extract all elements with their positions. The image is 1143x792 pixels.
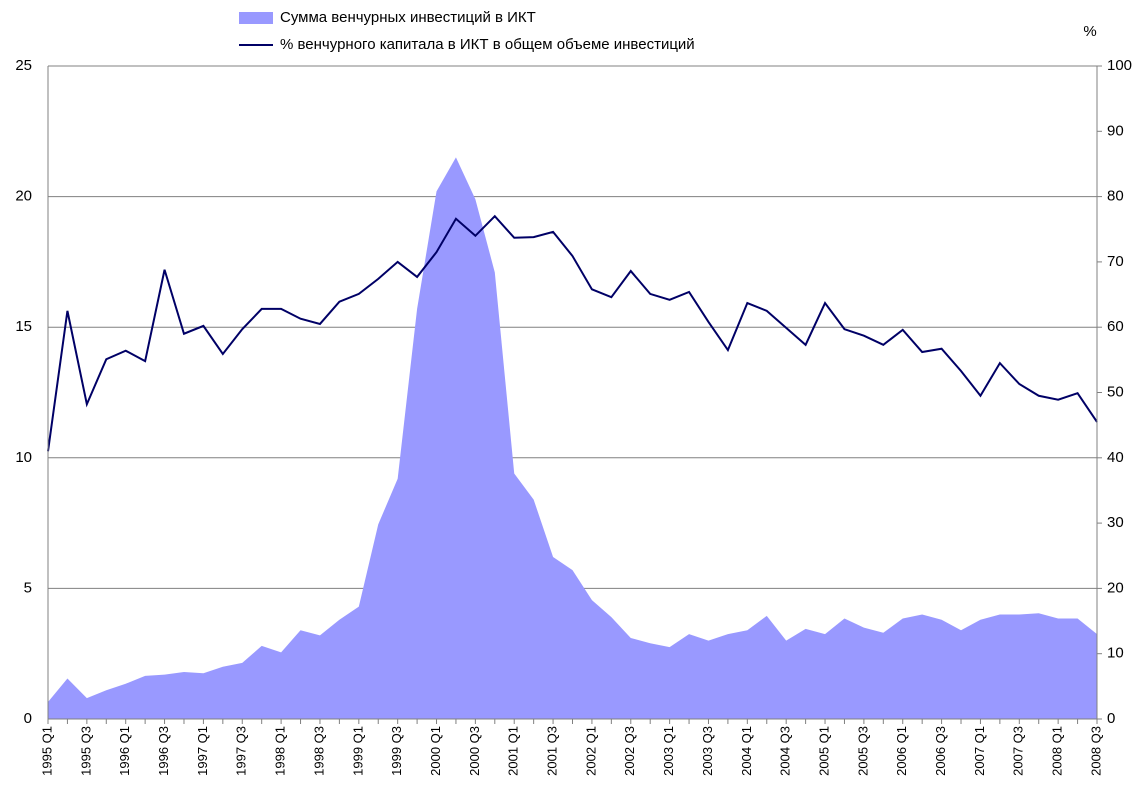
y2-tick-label: 0 — [1107, 710, 1115, 727]
line — [47, 214, 1098, 452]
y-tick-label: 15 — [15, 318, 32, 335]
x-tick-label: 1999 Q3 — [389, 726, 404, 776]
x-tick-label: 2004 Q3 — [778, 726, 793, 776]
y2-axis-label: % — [1083, 23, 1096, 40]
x-tick-label: 2006 Q3 — [933, 726, 948, 776]
area — [48, 157, 1097, 720]
x-tick-label: 1999 Q1 — [350, 726, 365, 776]
x-tick-label: 2006 Q1 — [894, 726, 909, 776]
x-tick-label: 2001 Q3 — [545, 726, 560, 776]
x-tick-label: 2004 Q1 — [739, 726, 754, 776]
y-tick-label: 5 — [24, 579, 32, 596]
x-tick-label: 2007 Q1 — [972, 726, 987, 776]
y2-tick-label: 20 — [1107, 579, 1124, 596]
x-tick-label: 1997 Q1 — [195, 726, 210, 776]
y-tick-label: 25 — [15, 57, 32, 74]
x-tick-label: 2005 Q3 — [855, 726, 870, 776]
x-tick-label: 2002 Q1 — [583, 726, 598, 776]
y2-tick-label: 80 — [1107, 188, 1124, 205]
x-tick-label: 2008 Q3 — [1088, 726, 1103, 776]
y2-tick-label: 60 — [1107, 318, 1124, 335]
x-tick-label: 2007 Q3 — [1011, 726, 1026, 776]
y2-tick-label: 70 — [1107, 253, 1124, 270]
x-tick-label: 2003 Q3 — [700, 726, 715, 776]
y2-tick-label: 10 — [1107, 645, 1124, 662]
x-tick-label: 1998 Q1 — [273, 726, 288, 776]
y-tick-label: 20 — [15, 188, 32, 205]
legend-label: Сумма венчурных инвестиций в ИКТ — [280, 9, 536, 26]
x-tick-label: 2001 Q1 — [506, 726, 521, 776]
x-tick-label: 2000 Q1 — [428, 726, 443, 776]
y2-tick-label: 30 — [1107, 514, 1124, 531]
x-tick-label: 2005 Q1 — [816, 726, 831, 776]
x-tick-label: 2008 Q1 — [1050, 726, 1065, 776]
x-tick-label: 1995 Q3 — [78, 726, 93, 776]
legend-label: % венчурного капитала в ИКТ в общем объе… — [280, 36, 695, 53]
x-tick-label: 2000 Q3 — [467, 726, 482, 776]
x-tick-label: 1998 Q3 — [311, 726, 326, 776]
x-tick-label: 1995 Q1 — [39, 726, 54, 776]
y-tick-label: 10 — [15, 449, 32, 466]
y2-tick-label: 50 — [1107, 383, 1124, 400]
x-tick-label: 2002 Q3 — [622, 726, 637, 776]
y2-tick-label: 40 — [1107, 449, 1124, 466]
y-tick-label: 0 — [24, 710, 32, 727]
x-tick-label: 1996 Q1 — [117, 726, 132, 776]
y2-tick-label: 90 — [1107, 122, 1124, 139]
legend-swatch — [239, 12, 273, 24]
x-tick-label: 1996 Q3 — [156, 726, 171, 776]
x-tick-label: 2003 Q1 — [661, 726, 676, 776]
y2-tick-label: 100 — [1107, 57, 1132, 74]
x-tick-label: 1997 Q3 — [234, 726, 249, 776]
